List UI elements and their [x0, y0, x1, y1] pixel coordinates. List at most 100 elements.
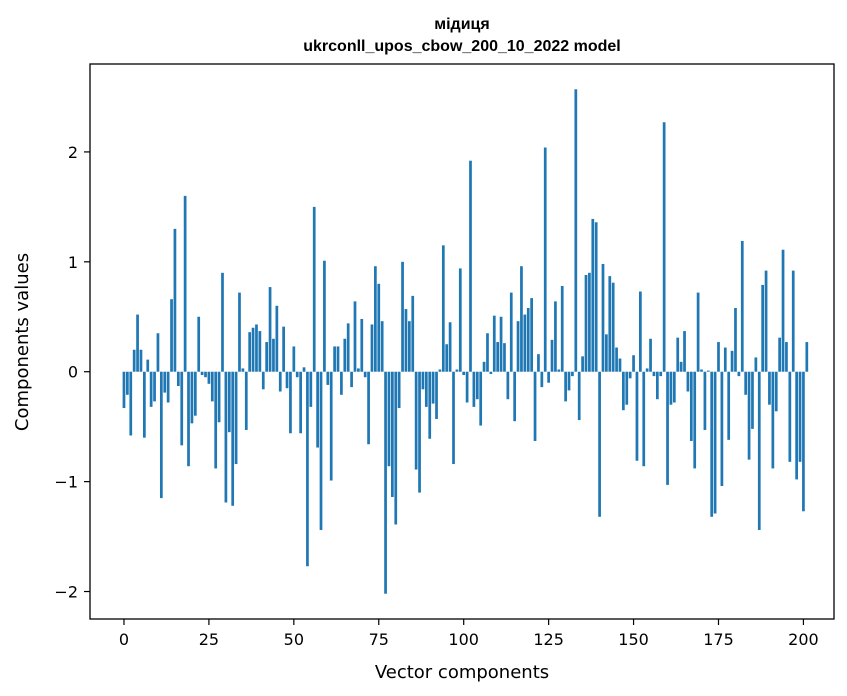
bar-component-16	[176, 371, 180, 387]
bar-component-136	[584, 275, 588, 372]
bar-component-80	[394, 371, 398, 525]
bar-component-113	[506, 371, 510, 400]
bar-component-182	[740, 240, 744, 372]
bar-component-87	[418, 371, 421, 493]
bar-component-162	[672, 371, 676, 403]
bar-component-114	[509, 292, 513, 372]
x-tick-label-175: 175	[703, 630, 734, 649]
bar-component-21	[193, 371, 197, 416]
bar-component-0	[122, 371, 126, 408]
bar-component-66	[346, 323, 350, 372]
y-tick-label-3: 1	[68, 253, 78, 272]
bar-component-153	[642, 371, 646, 467]
bar-component-109	[492, 315, 496, 372]
bar-component-100	[462, 371, 466, 376]
bar-component-201	[805, 342, 809, 372]
bar-component-175	[717, 342, 720, 372]
bar-component-17	[180, 371, 184, 446]
bar-component-61	[329, 371, 333, 481]
bar-component-64	[340, 371, 343, 395]
bar-component-107	[486, 333, 489, 372]
bar-component-82	[401, 261, 404, 372]
bar-component-4	[136, 314, 139, 372]
bar-component-147	[622, 371, 625, 411]
bar-component-142	[605, 334, 608, 372]
bar-component-155	[649, 338, 652, 372]
bar-component-102	[469, 160, 472, 372]
bar-component-134	[577, 371, 581, 421]
bar-component-74	[374, 266, 377, 372]
bar-component-50	[292, 346, 296, 372]
bar-component-190	[768, 371, 771, 405]
bar-component-47	[282, 326, 285, 372]
bar-component-104	[475, 371, 479, 400]
bar-component-138	[591, 218, 595, 372]
bar-component-90	[428, 371, 432, 439]
bar-component-86	[414, 371, 418, 470]
bar-component-111	[499, 316, 503, 372]
bar-component-94	[441, 245, 445, 372]
bar-component-166	[686, 371, 690, 392]
bar-component-196	[788, 371, 792, 462]
x-tick-label-25: 25	[199, 630, 219, 649]
bar-component-59	[323, 260, 326, 372]
bar-component-34	[238, 292, 241, 372]
bar-component-41	[261, 371, 265, 390]
bar-component-75	[377, 283, 381, 372]
bar-component-81	[397, 371, 401, 408]
bar-component-192	[774, 371, 778, 412]
bar-component-73	[370, 324, 374, 372]
x-tick-label-0: 0	[119, 630, 129, 649]
bar-component-184	[747, 371, 751, 460]
bar-component-157	[655, 371, 659, 400]
bar-component-115	[513, 371, 517, 422]
bar-component-83	[404, 309, 408, 372]
x-tick-label-75: 75	[369, 630, 389, 649]
bar-component-57	[316, 371, 319, 448]
bar-component-93	[438, 369, 442, 372]
bar-component-58	[319, 371, 323, 530]
bar-component-180	[734, 307, 737, 372]
bar-component-198	[795, 371, 798, 480]
bar-component-116	[516, 321, 520, 372]
bar-component-119	[526, 307, 530, 372]
bar-component-9	[153, 371, 156, 402]
bar-component-124	[543, 147, 547, 372]
bar-component-177	[723, 347, 727, 372]
bar-component-26	[210, 371, 214, 402]
bar-component-186	[754, 357, 758, 372]
bar-component-197	[791, 270, 795, 372]
bar-component-160	[666, 371, 669, 485]
bar-component-76	[380, 321, 384, 372]
bar-component-48	[285, 371, 289, 389]
bar-component-132	[571, 371, 574, 377]
bar-component-154	[645, 368, 649, 372]
bar-component-13	[166, 371, 170, 403]
bar-component-178	[727, 371, 731, 440]
bar-component-185	[751, 371, 754, 429]
bar-component-28	[217, 371, 221, 423]
bar-component-92	[435, 371, 438, 419]
bar-component-42	[265, 342, 269, 372]
bar-component-105	[479, 371, 483, 426]
x-tick-label-125: 125	[533, 630, 564, 649]
bar-component-171	[703, 371, 707, 430]
bar-component-95	[445, 344, 449, 372]
bar-component-51	[295, 371, 299, 378]
chart-subtitle: ukrconll_upos_cbow_200_10_2022 model	[303, 38, 620, 55]
bar-component-148	[625, 371, 629, 405]
chart-title: мідиця	[434, 16, 489, 33]
bar-component-14	[170, 299, 173, 372]
bar-component-68	[353, 301, 357, 372]
bar-component-46	[278, 371, 282, 392]
bar-component-117	[520, 266, 523, 372]
bar-component-39	[255, 324, 258, 372]
bar-component-2	[129, 371, 133, 436]
x-tick-label-200: 200	[788, 630, 819, 649]
bar-component-20	[190, 371, 194, 424]
bar-component-152	[639, 291, 642, 372]
bar-component-36	[244, 371, 248, 430]
bar-component-140	[598, 371, 601, 517]
bar-component-106	[482, 361, 486, 372]
